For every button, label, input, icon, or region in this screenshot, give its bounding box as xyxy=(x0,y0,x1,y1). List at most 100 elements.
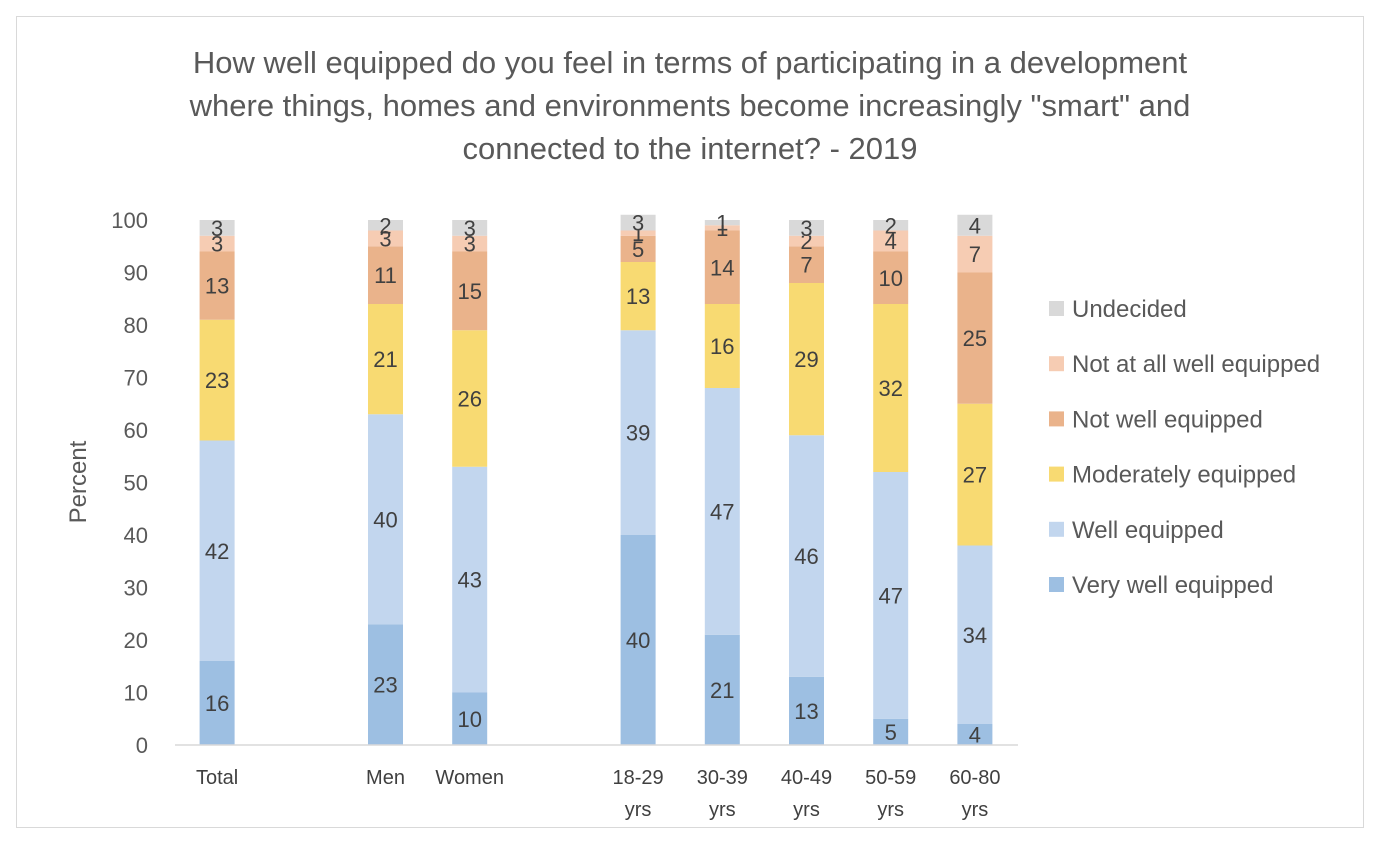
x-category-label: Women xyxy=(435,767,504,789)
bar-segment xyxy=(873,718,909,745)
y-tick-label: 90 xyxy=(124,261,148,286)
bar-segment xyxy=(452,692,488,745)
y-tick-label: 50 xyxy=(124,471,148,496)
data-label: 11 xyxy=(374,263,397,288)
data-label: 47 xyxy=(710,499,734,524)
x-category-label: 50-59 xyxy=(865,767,916,789)
legend-label: Well equipped xyxy=(1072,517,1224,544)
data-label: 26 xyxy=(457,387,481,412)
y-axis-ticks: 0 10 20 30 40 50 60 70 80 90 100 xyxy=(111,208,148,758)
data-label: 42 xyxy=(205,539,229,564)
bar-segment xyxy=(199,661,235,745)
data-label: 16 xyxy=(710,334,734,359)
bar-segment xyxy=(368,230,403,247)
bar-segment xyxy=(789,220,824,236)
data-label: 40 xyxy=(373,507,397,532)
bar-segment xyxy=(620,235,656,262)
bar-segment xyxy=(368,220,403,231)
bar-segment xyxy=(368,304,403,415)
data-label: 23 xyxy=(205,368,229,393)
legend-label: Not at all well equipped xyxy=(1072,351,1320,378)
legend-swatch xyxy=(1049,577,1064,592)
data-label: 46 xyxy=(794,544,818,569)
data-label: 32 xyxy=(878,376,902,401)
bar-segment xyxy=(789,246,824,283)
bar-segment xyxy=(704,304,740,388)
bar-segment xyxy=(704,220,740,226)
bar-segment xyxy=(452,220,488,236)
bar-segment xyxy=(368,624,403,745)
bar-segment xyxy=(620,230,656,236)
bar-segment xyxy=(620,214,656,231)
data-label: 7 xyxy=(969,242,981,267)
legend-swatch xyxy=(1049,356,1064,372)
bar-segment xyxy=(452,466,488,693)
bar-segment xyxy=(873,230,909,252)
chart-title-line-1: How well equipped do you feel in terms o… xyxy=(193,45,1188,80)
data-label: 27 xyxy=(963,463,987,488)
data-label: 13 xyxy=(794,699,818,724)
x-category-label-line-2: yrs xyxy=(877,799,904,821)
chart-title-line-2: where things, homes and environments bec… xyxy=(189,88,1191,123)
data-label: 2 xyxy=(885,213,897,238)
data-label: 3 xyxy=(464,216,476,241)
bar-segment xyxy=(368,246,403,304)
bar-segment xyxy=(873,472,909,719)
data-label: 10 xyxy=(878,266,902,291)
data-label: 40 xyxy=(626,628,650,653)
bar-segment xyxy=(620,262,656,331)
data-label: 7 xyxy=(800,253,812,278)
data-label: 34 xyxy=(963,623,987,648)
bar-segment xyxy=(452,235,488,252)
data-label: 3 xyxy=(800,216,812,241)
legend-label: Very well equipped xyxy=(1072,572,1273,599)
data-label: 3 xyxy=(632,211,644,236)
bar-segment xyxy=(452,330,488,467)
x-category-label: 18-29 xyxy=(613,767,664,789)
legend-swatch xyxy=(1049,411,1064,427)
y-tick-label: 10 xyxy=(124,681,148,706)
bar-segment xyxy=(957,214,993,236)
data-label: 29 xyxy=(794,347,818,372)
bar-segment xyxy=(620,535,656,745)
data-label: 16 xyxy=(205,691,229,716)
legend-label: Undecided xyxy=(1072,296,1187,323)
data-label: 3 xyxy=(211,232,223,257)
x-category-label-line-2: yrs xyxy=(625,799,652,821)
bar-segment xyxy=(789,676,824,745)
data-label: 4 xyxy=(969,723,981,748)
data-label: 15 xyxy=(457,279,481,304)
legend-label: Moderately equipped xyxy=(1072,462,1296,489)
y-tick-label: 30 xyxy=(124,576,148,601)
data-label: 43 xyxy=(457,568,481,593)
data-label: 4 xyxy=(885,229,897,254)
data-label: 10 xyxy=(457,707,481,732)
y-tick-label: 70 xyxy=(124,366,148,391)
data-label: 3 xyxy=(464,232,476,257)
x-category-label: Men xyxy=(366,767,405,789)
bar-segment xyxy=(873,304,909,472)
data-label: 5 xyxy=(885,720,897,745)
x-category-label-line-2: yrs xyxy=(709,799,736,821)
x-category-label-line-2: yrs xyxy=(793,799,820,821)
bar-segment xyxy=(620,330,656,535)
data-label: 1 xyxy=(716,211,728,236)
bar-segment xyxy=(199,440,235,661)
y-tick-label: 80 xyxy=(124,313,148,338)
bar-segment xyxy=(957,272,993,404)
data-label: 13 xyxy=(626,284,650,309)
data-label: 5 xyxy=(632,237,644,262)
y-tick-label: 40 xyxy=(124,523,148,548)
data-label: 3 xyxy=(211,216,223,241)
x-category-label: Total xyxy=(196,767,238,789)
bar-segment xyxy=(789,435,824,677)
data-label: 14 xyxy=(710,255,734,280)
x-category-label-line-2: yrs xyxy=(962,799,989,821)
y-tick-label: 100 xyxy=(111,208,148,233)
x-category-label: 30-39 xyxy=(697,767,748,789)
bar-segment xyxy=(199,319,235,441)
bar-segment xyxy=(452,251,488,331)
bar-segment xyxy=(199,220,235,236)
data-label: 21 xyxy=(710,678,734,703)
